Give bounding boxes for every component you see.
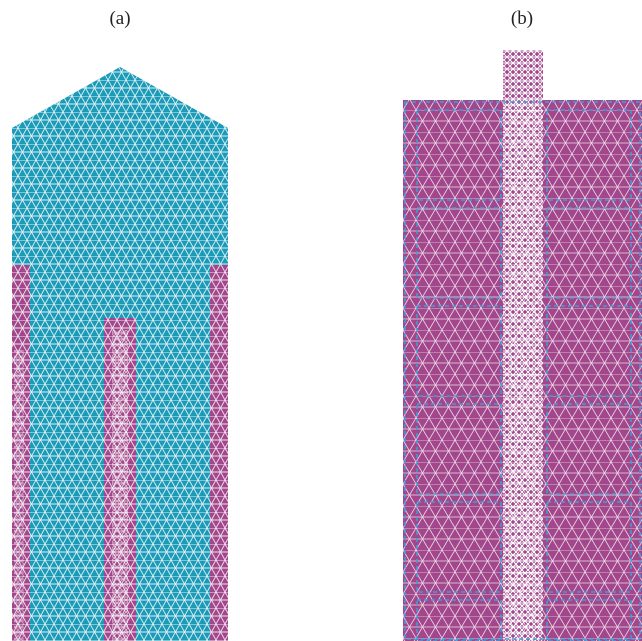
panel-label: (b)	[511, 8, 533, 29]
panel-label: (a)	[109, 8, 130, 29]
figure: (a) (b)	[0, 0, 642, 641]
mesh-b	[403, 50, 642, 641]
mesh-a	[0, 60, 240, 641]
